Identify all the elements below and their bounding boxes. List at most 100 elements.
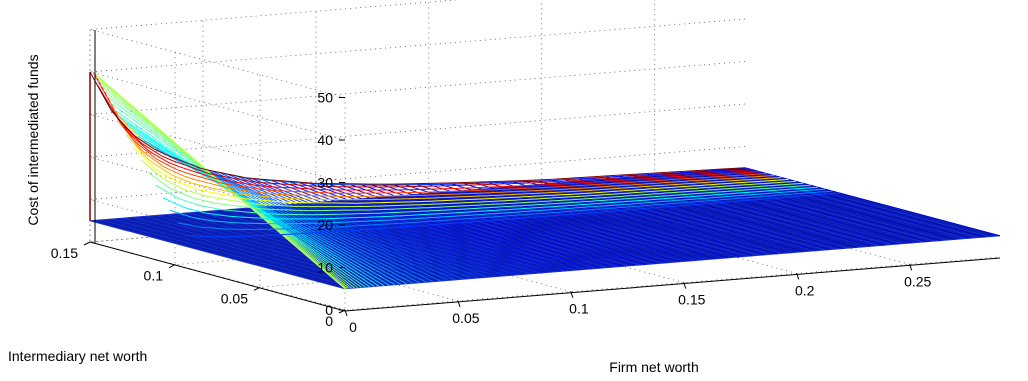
surface-ridge-line [299,182,552,273]
surface-plot [89,71,1001,290]
surface-mesh-line [100,219,356,289]
surface-mesh-line [450,191,706,260]
grid-line [541,0,797,274]
surface-ridge-line [309,183,562,272]
surface-ridge-crest [633,174,648,177]
x-axis-line [344,257,1001,312]
surface-contour-line [184,192,840,238]
surface-contour-line [177,190,833,230]
surface-mesh-line [624,177,880,246]
y-tick-mark [168,264,176,269]
grid-line [315,11,572,293]
surface-ridge-crest [689,170,705,173]
tick-labels: 0 10 20 30 40 50 0 0.05 0.1 0.15 0 0.05 0.1 0.15 0.2 0.… [51,90,932,336]
surface-ridge-crest [675,171,691,174]
surface-ridge-line [340,184,592,270]
surface-mesh-line [264,206,520,275]
z-tick-label: 0 [325,302,333,318]
x-tick-label: 0.25 [904,273,931,289]
surface-mesh-line [581,180,837,250]
z-tick-label: 10 [317,260,333,276]
surface-ridge-line [500,182,753,257]
x-axis-label: Firm net worth [609,359,698,375]
x-tick-label: 0 [349,319,357,335]
surface-mesh-line [559,182,815,252]
surface-ridge-line [451,183,704,261]
surface-ridge-line [181,160,434,283]
surface-mesh-line [613,178,870,247]
surface-ridge-crest [106,95,111,103]
grid-line [428,2,684,283]
surface-ridge-crest [109,102,115,110]
y-tick-label: 0 [325,313,333,329]
z-tick-label: 40 [317,132,333,148]
y-tick-mark [253,286,261,291]
grid-line [344,97,1001,311]
x-tick-label: 0.05 [452,310,479,326]
surface-ridge-line [93,72,346,290]
surface-mesh-line [308,202,564,272]
grid-line [89,0,460,98]
y-axis-label: Intermediary net worth [8,348,147,364]
grid-line [202,20,459,302]
grid-line [654,0,910,265]
surface-ridge-line [329,184,582,271]
surface-contour-line [89,71,746,185]
surface-ridge-line [405,184,657,264]
surface-contour-line [169,188,826,225]
z-axis-label: Cost of intermediated funds [25,54,41,225]
surface-ridge-line [428,184,680,263]
surface-ridge-crest [619,174,634,177]
x-tick-mark [344,309,348,317]
y-tick-label: 0.05 [221,290,248,306]
y-axis-line [89,241,346,312]
surface-contour-line [147,172,804,212]
surface-ridge-line [733,169,986,238]
surface-contour-line [133,147,789,204]
surface-mesh-line [144,216,400,285]
surface-contour-line [162,186,818,220]
surface-ridge-line [280,180,533,275]
surface-ridge-crest [733,168,749,171]
surface-mesh-line [111,218,367,288]
surface-ridge-line [189,162,441,282]
surface-contour-line [111,109,767,194]
surface-contour-line [126,134,782,201]
surface-contour-line [96,84,753,188]
z-tick-label: 20 [317,217,333,233]
surface-contour-line [140,159,797,208]
surface-mesh-line [461,190,717,260]
x-tick-mark [683,282,687,289]
surface-ridge-crest [647,173,662,176]
axes [89,30,1001,312]
surface-ridge-line [748,168,1001,237]
x-tick-label: 0.2 [795,282,815,298]
surface-mesh-line [351,199,608,268]
surface-ridge-crest [539,180,553,182]
surface-mesh-line [210,210,466,280]
surface-ridge-crest [592,176,606,179]
surface-mesh-line [341,200,597,269]
surface-ridge-crest [661,172,676,175]
surface-ridge-line [526,181,778,255]
surface-ridge-line [439,183,692,262]
surface-ridge-crest [704,169,720,172]
surface-ridge-line [476,182,728,259]
y-tick-label: 0.1 [144,268,164,284]
surface-ridge-line [290,181,542,274]
surface-mesh-line [166,214,422,283]
y-tick-label: 0.15 [51,245,78,261]
surface-ridge-crest [578,177,593,180]
surface-mesh-line [548,183,804,252]
surface-ridge-crest [719,169,734,172]
y-tick-mark [83,241,91,246]
surface-ridge-line [219,172,472,279]
surface-mesh-line [668,173,924,243]
surface-ridge-crest [605,175,620,178]
x-tick-mark [570,291,574,298]
surface-ridge-line [488,182,740,258]
x-tick-label: 0.15 [678,292,705,308]
surface-ridge-line [127,125,380,287]
surface-ridge-line [319,183,572,271]
